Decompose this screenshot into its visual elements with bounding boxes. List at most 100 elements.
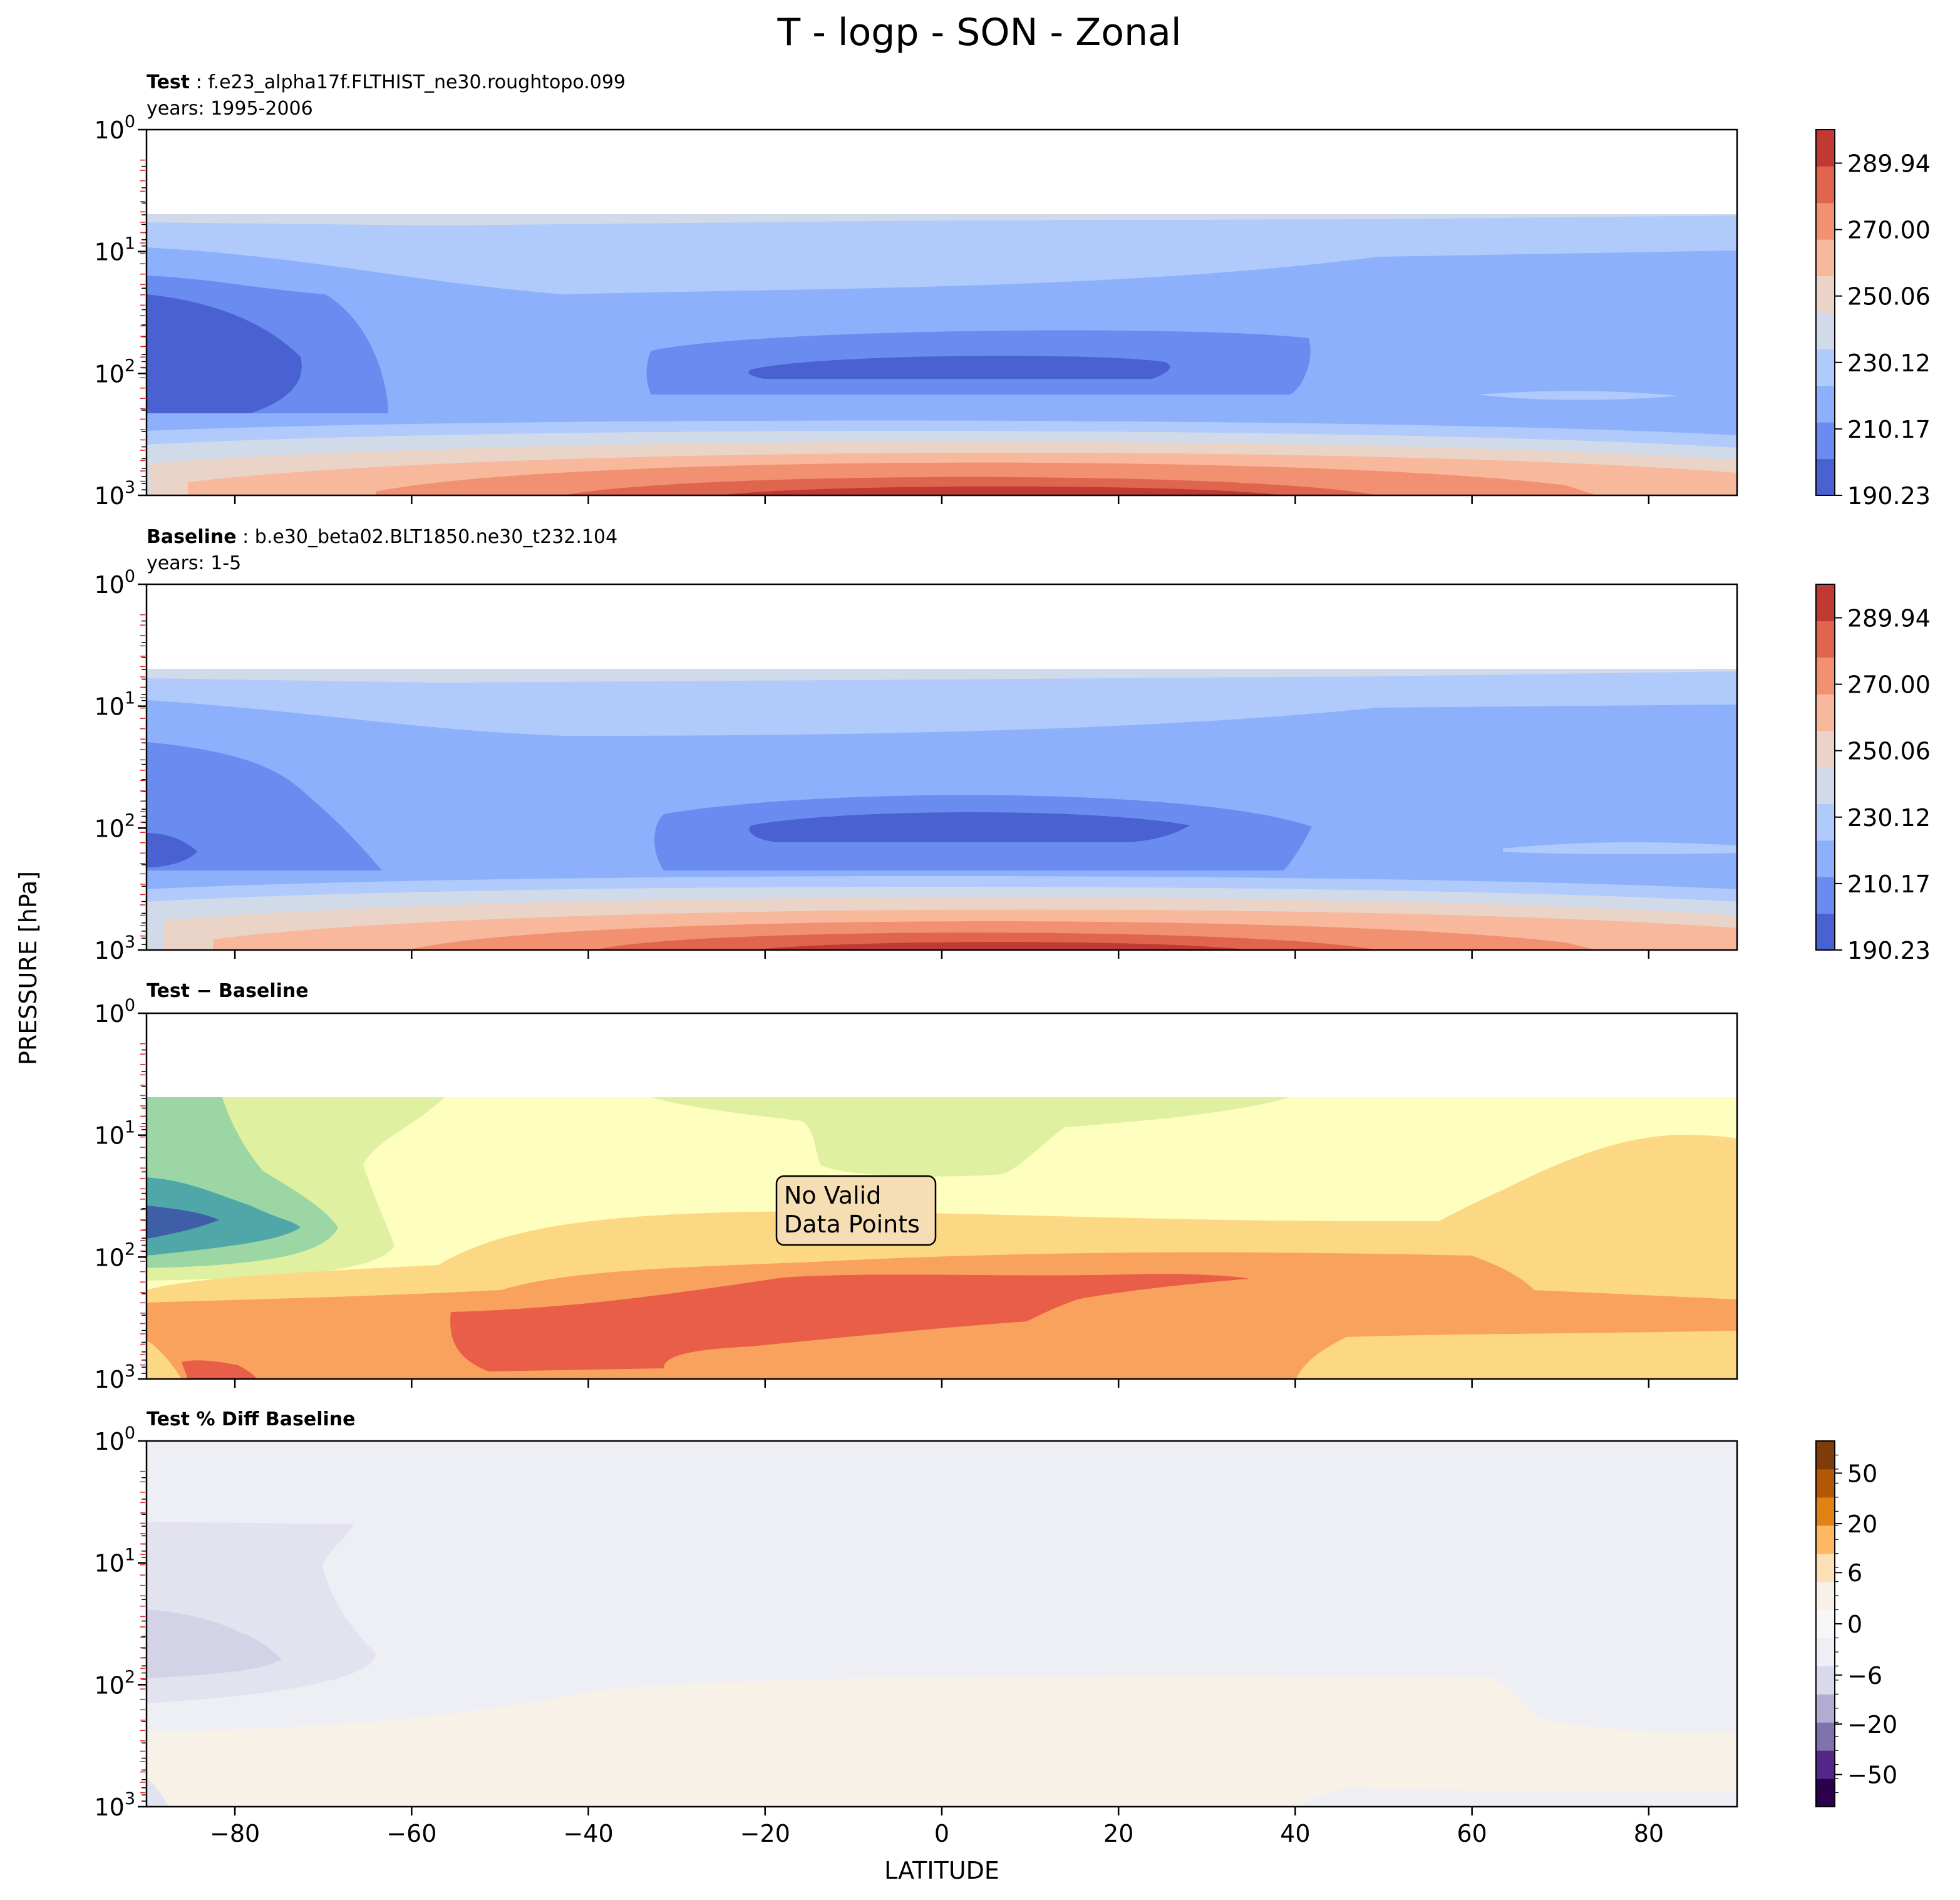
x-tick-label: −20 xyxy=(740,1820,790,1847)
panel-diff: Test − Baseline 100 101 102 103 No Valid Da… xyxy=(94,980,1738,1393)
base-band-arctic-warm xyxy=(1503,842,1737,855)
annotation-line-1: No Valid xyxy=(784,1182,881,1209)
colorbar-segment xyxy=(1816,1694,1835,1723)
x-tick-label: 80 xyxy=(1634,1820,1664,1847)
colorbar-tick-label: 20 xyxy=(1847,1510,1877,1538)
colorbar-segment xyxy=(1816,1469,1835,1498)
colorbar-tick-label: −20 xyxy=(1847,1711,1897,1738)
colorbar-tick-label: −6 xyxy=(1847,1662,1882,1690)
colorbar-tick-label: 230.12 xyxy=(1847,804,1931,832)
colorbar-segment xyxy=(1816,877,1835,914)
colorbar-tick-label: 289.94 xyxy=(1847,150,1931,178)
colorbar-segment xyxy=(1816,767,1835,804)
y-tick-label: 101 xyxy=(94,234,135,266)
x-tick-label: 0 xyxy=(934,1820,949,1847)
colorbar-segment xyxy=(1816,1666,1835,1695)
panel-pct-xticks: −80 −60 −40 −20 0 20 40 60 80 xyxy=(210,1807,1664,1847)
colorbar-tick-label: 6 xyxy=(1847,1559,1862,1587)
panel-diff-contours xyxy=(147,1013,1737,1379)
y-tick-label: 102 xyxy=(94,810,135,842)
colorbar-segment xyxy=(1816,166,1835,204)
panel-baseline-colorbar: 289.94 270.00 250.06 230.12 210.17 190.23 xyxy=(1815,584,1931,964)
diff-band-upper-green xyxy=(651,1097,1290,1177)
colorbar-frame xyxy=(1815,584,1835,951)
base-band-low-8 xyxy=(751,942,1252,950)
panel-test-colorbar: 289.94 270.00 250.06 230.12 210.17 190.23 xyxy=(1815,129,1931,510)
figure-title: T - logp - SON - Zonal xyxy=(776,11,1181,54)
y-tick-label: 102 xyxy=(94,1667,135,1699)
colorbar-segment xyxy=(1816,385,1835,423)
y-tick-label: 102 xyxy=(94,356,135,388)
colorbar-segment xyxy=(1816,1779,1835,1807)
colorbar-tick-label: 210.17 xyxy=(1847,416,1931,443)
colorbar-tick-label: 250.06 xyxy=(1847,283,1931,311)
panel-baseline-contours xyxy=(147,584,1737,950)
colorbar-frame xyxy=(1815,129,1835,496)
colorbar-segment xyxy=(1816,621,1835,658)
x-tick-label: −80 xyxy=(210,1820,260,1847)
x-axis-label: LATITUDE xyxy=(884,1857,999,1884)
panel-test-years: years: 1995-2006 xyxy=(147,98,313,120)
panel-pct-yticks: 100 101 102 103 xyxy=(94,1423,147,1821)
pct-band-polar-2 xyxy=(147,1609,282,1678)
colorbar-segment xyxy=(1816,840,1835,877)
pct-band-lowpolar-neg xyxy=(147,1779,169,1807)
annotation-box xyxy=(775,1175,937,1246)
panel-baseline: Baseline : b.e30_beta02.BLT1850.ne30_t23… xyxy=(94,526,1931,964)
panel-test-contours xyxy=(147,130,1737,495)
colorbar-segment xyxy=(1816,130,1835,167)
colorbar-segment xyxy=(1816,349,1835,386)
x-tick-label: −40 xyxy=(563,1820,613,1847)
y-tick-label: 103 xyxy=(94,478,135,510)
y-tick-label: 103 xyxy=(94,1361,135,1393)
x-tick-label: 40 xyxy=(1280,1820,1310,1847)
x-tick-label: 20 xyxy=(1103,1820,1133,1847)
test-band-tropical-min xyxy=(748,356,1170,379)
colorbar-segment xyxy=(1816,276,1835,313)
annotation-line-2: Data Points xyxy=(784,1211,920,1238)
x-tick-label: −60 xyxy=(386,1820,436,1847)
y-tick-label: 102 xyxy=(94,1239,135,1271)
colorbar-segment xyxy=(1816,202,1835,240)
colorbar-segment xyxy=(1816,1553,1835,1582)
panel-diff-yticks: 100 101 102 103 xyxy=(94,996,147,1393)
x-tick-label: 60 xyxy=(1457,1820,1487,1847)
panel-test: Test : f.e23_alpha17f.FLTHIST_ne30.rough… xyxy=(94,71,1931,510)
panel-baseline-xticks xyxy=(234,950,1650,959)
colorbar-segment xyxy=(1816,312,1835,349)
y-tick-label: 103 xyxy=(94,932,135,964)
colorbar-segment xyxy=(1816,1497,1835,1526)
colorbar-tick-label: 210.17 xyxy=(1847,870,1931,898)
diff-band-polar-low-yellow xyxy=(147,1340,182,1379)
colorbar-segment xyxy=(1816,1638,1835,1666)
colorbar-segment xyxy=(1816,1722,1835,1751)
colorbar-segment xyxy=(1816,458,1835,496)
colorbar-segment xyxy=(1816,694,1835,731)
colorbar-tick-label: −50 xyxy=(1847,1762,1897,1789)
panel-pct-contours xyxy=(147,1441,1737,1807)
test-band-polar-min xyxy=(147,294,302,413)
colorbar-tick-label: 230.12 xyxy=(1847,349,1931,377)
y-tick-label: 103 xyxy=(94,1789,135,1821)
colorbar-segment xyxy=(1816,730,1835,768)
colorbar-segment xyxy=(1816,1750,1835,1779)
pct-band-lowtrop-pos xyxy=(147,1676,1737,1807)
y-tick-label: 101 xyxy=(94,689,135,721)
panel-test-yticks: 100 101 102 103 xyxy=(94,112,147,510)
colorbar-segment xyxy=(1816,239,1835,277)
colorbar-segment xyxy=(1816,1581,1835,1611)
colorbar-tick-label: 289.94 xyxy=(1847,605,1931,632)
panel-pct-title: Test % Diff Baseline xyxy=(147,1408,356,1430)
panel-baseline-years: years: 1-5 xyxy=(147,552,241,574)
y-tick-label: 100 xyxy=(94,1423,135,1455)
panel-diff-xticks xyxy=(234,1379,1650,1388)
colorbar-segment xyxy=(1816,1441,1835,1470)
y-tick-label: 100 xyxy=(94,112,135,144)
panel-pct-colorbar: 50 20 6 0 −6 −20 −50 xyxy=(1815,1440,1897,1807)
y-axis-label: PRESSURE [hPa] xyxy=(14,871,42,1065)
colorbar-segment xyxy=(1816,1609,1835,1638)
y-tick-label: 101 xyxy=(94,1118,135,1150)
base-band-polar-min xyxy=(147,833,197,867)
